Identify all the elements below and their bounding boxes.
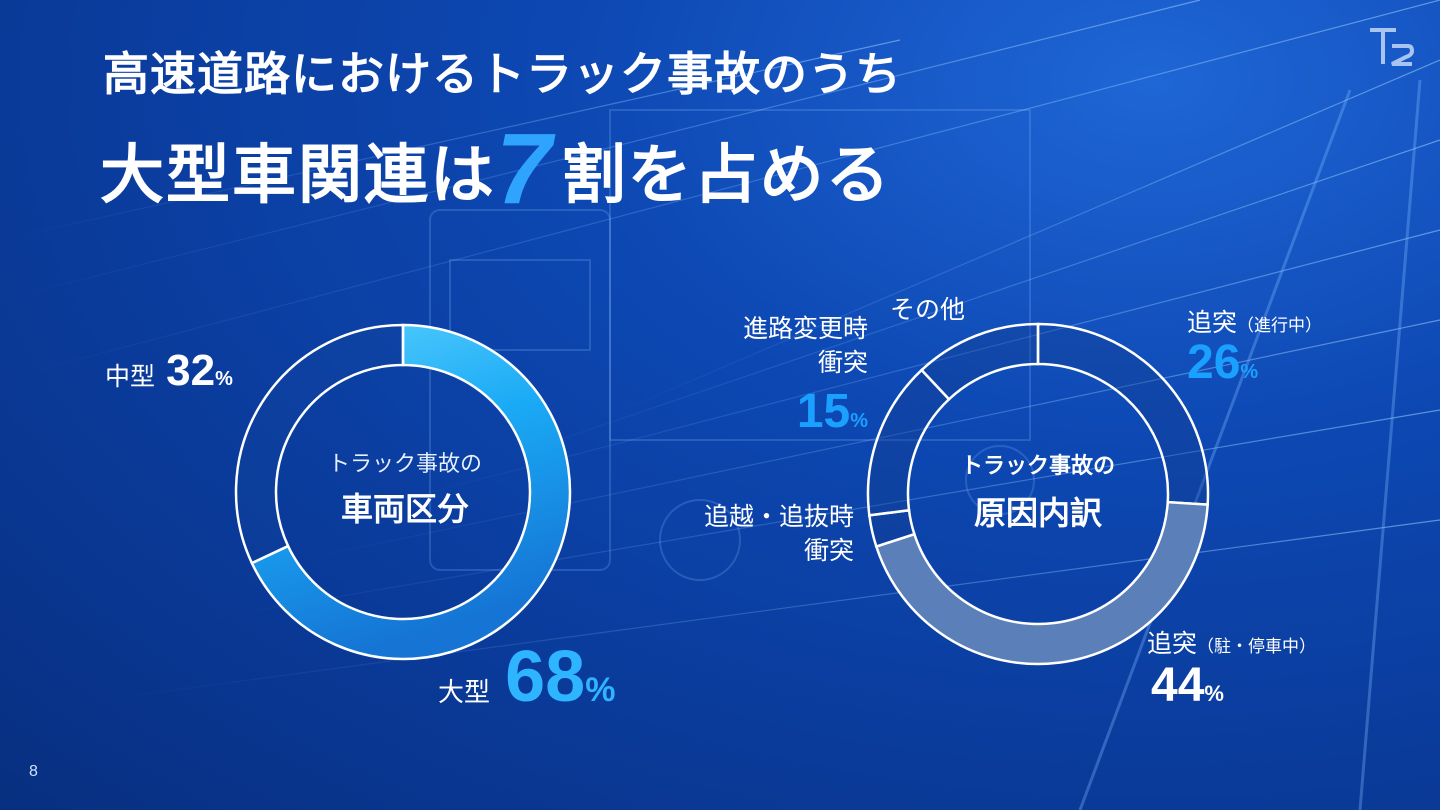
label-lane-change-line2: 衝突: [817, 348, 868, 377]
label-other: その他: [890, 290, 965, 326]
label-large: 大型 68%: [438, 636, 615, 718]
page-number: 8: [29, 763, 38, 780]
label-lane-change-unit: %: [850, 410, 868, 432]
label-rear-stopped-value: 44: [1151, 659, 1205, 712]
vehicle-slice-large: [250, 323, 572, 661]
slide-title-line2: 大型車関連は7 割を占める: [100, 112, 892, 227]
label-medium-value: 32: [166, 346, 216, 395]
label-rear-running-unit: %: [1240, 361, 1259, 383]
label-rear-stopped: 追突（駐・停車中） 44%: [1147, 624, 1316, 713]
label-rear-stopped-name: 追突: [1147, 629, 1198, 658]
label-lane-change-value: 15: [796, 385, 851, 438]
label-medium: 中型 32%: [105, 346, 233, 396]
label-rear-running: 追突（進行中） 26%: [1187, 303, 1322, 390]
cause-slice-rear-stopped: [874, 500, 1209, 666]
label-large-name: 大型: [438, 678, 491, 708]
right-donut-center: トラック事故の 原因内訳: [928, 448, 1148, 534]
label-lane-change: 進路変更時 衝突 15%: [700, 312, 868, 439]
slide-title-line1: 高速道路におけるトラック事故のうち: [103, 47, 902, 101]
right-center-line2: 原因内訳: [973, 494, 1102, 532]
left-donut-center: トラック事故の 車両区分: [290, 446, 520, 530]
t2-logo-icon: [1370, 28, 1415, 66]
label-large-value: 68: [505, 637, 586, 717]
cause-slice-other: [919, 322, 1040, 402]
left-center-line1: トラック事故の: [327, 452, 482, 477]
left-center-line2: 車両区分: [340, 490, 469, 528]
label-rear-running-name: 追突: [1187, 308, 1238, 337]
label-medium-name: 中型: [105, 362, 156, 391]
title-highlight-number: 7: [496, 113, 554, 225]
title-prefix: 大型車関連は: [100, 139, 496, 213]
right-center-line1: トラック事故の: [960, 454, 1115, 479]
vehicle-slice-medium: [234, 323, 405, 565]
label-overtake: 追越・追抜時 衝突: [664, 500, 854, 568]
label-rear-stopped-unit: %: [1204, 681, 1224, 706]
label-medium-unit: %: [215, 368, 233, 390]
label-lane-change-line1: 進路変更時: [742, 314, 868, 343]
label-overtake-line2: 衝突: [803, 536, 854, 565]
label-other-name: その他: [890, 295, 966, 324]
label-rear-running-value: 26: [1187, 336, 1241, 389]
label-rear-running-qualifier: （進行中）: [1237, 316, 1323, 336]
label-rear-stopped-qualifier: （駐・停車中）: [1197, 637, 1317, 657]
label-overtake-line1: 追越・追抜時: [703, 502, 854, 531]
label-large-unit: %: [585, 671, 616, 709]
title-suffix: 割を占める: [561, 139, 892, 213]
